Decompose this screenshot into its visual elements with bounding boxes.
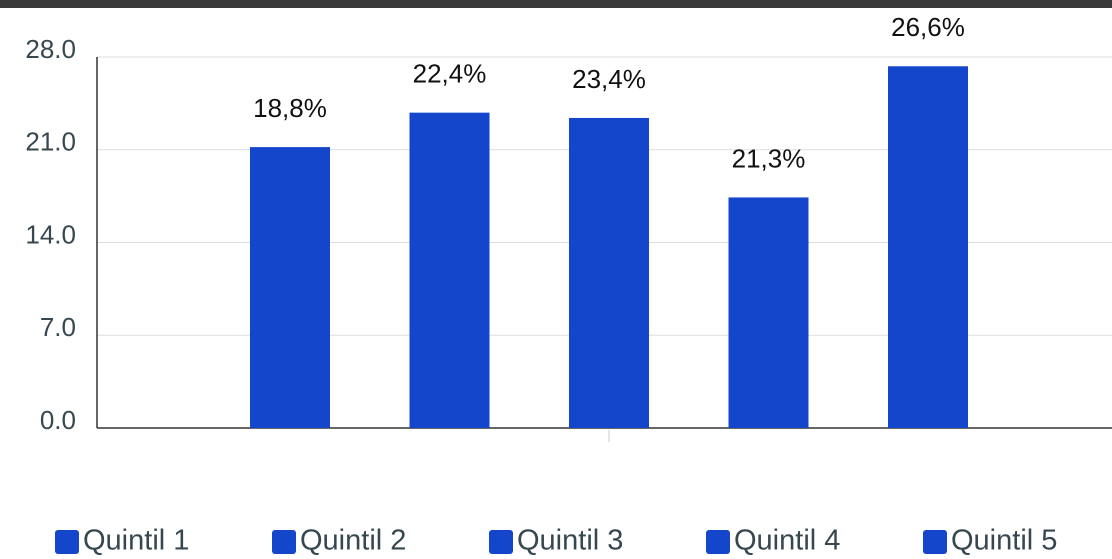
data-label: 26,6%	[891, 12, 965, 42]
legend-label: Quintil 4	[734, 525, 840, 557]
bar	[728, 197, 809, 428]
bar	[569, 117, 649, 428]
legend-label: Quintil 2	[300, 525, 406, 557]
legend-label: Quintil 3	[517, 525, 623, 557]
data-label: 21,3%	[732, 143, 806, 173]
bar	[250, 147, 330, 428]
legend-swatch	[706, 530, 730, 554]
y-tick-label: 14.0	[25, 219, 76, 249]
legend-label: Quintil 1	[83, 525, 189, 557]
y-tick-label: 21.0	[25, 127, 76, 157]
data-label: 23,4%	[572, 64, 646, 94]
legend-swatch	[55, 530, 79, 554]
bar	[409, 112, 490, 429]
data-label: 22,4%	[413, 59, 487, 89]
bar	[888, 66, 968, 429]
legend-swatch	[489, 530, 513, 554]
background-photo-strip	[0, 0, 1112, 8]
legend-swatch	[272, 530, 296, 554]
data-label: 18,8%	[253, 93, 327, 123]
legend-swatch	[923, 530, 947, 554]
legend-label: Quintil 5	[951, 525, 1057, 557]
y-tick-label: 7.0	[40, 312, 76, 342]
y-tick-label: 0.0	[40, 405, 76, 435]
y-tick-label: 28.0	[25, 34, 76, 64]
